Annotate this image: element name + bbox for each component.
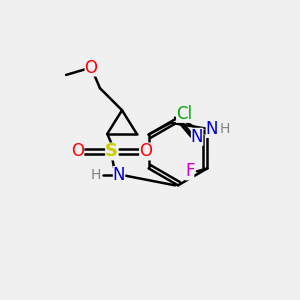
Text: O: O (85, 58, 98, 76)
Text: N: N (191, 128, 203, 146)
Text: H: H (90, 168, 101, 182)
Text: N: N (113, 166, 125, 184)
Text: O: O (71, 142, 84, 160)
Text: Cl: Cl (176, 105, 192, 123)
Text: F: F (185, 162, 194, 180)
Text: N: N (206, 120, 218, 138)
Text: H: H (220, 122, 230, 136)
Text: O: O (139, 142, 152, 160)
Text: S: S (105, 142, 118, 160)
